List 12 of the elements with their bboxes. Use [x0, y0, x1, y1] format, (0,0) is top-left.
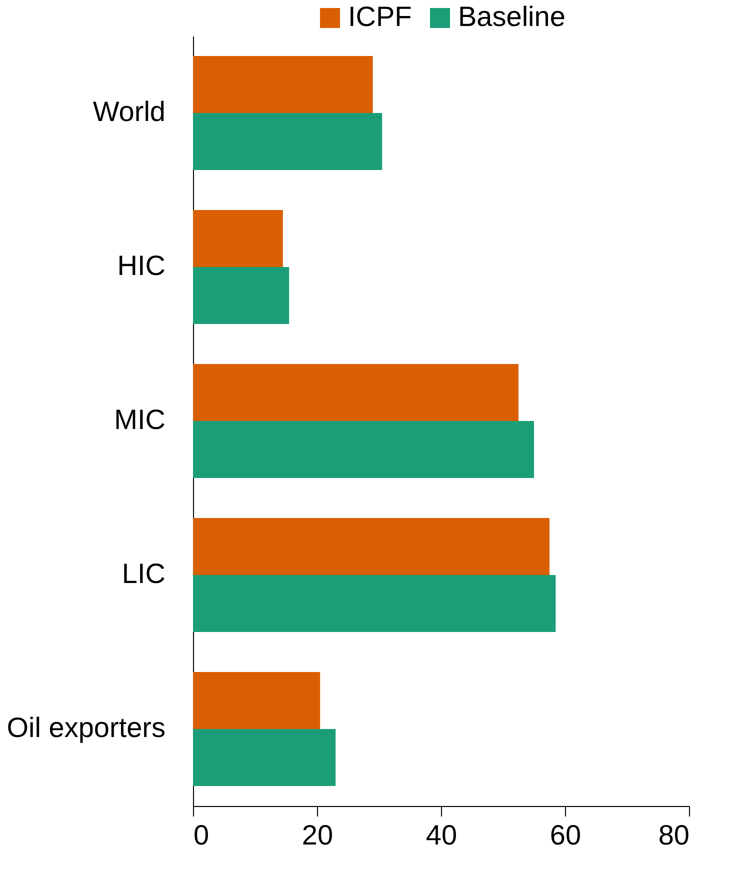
x-tick-label: 80	[658, 820, 690, 850]
x-tick-label: 20	[302, 820, 334, 850]
legend-label: Baseline	[458, 1, 566, 32]
x-tick-label: 40	[426, 820, 458, 850]
x-tick-label: 60	[550, 820, 582, 850]
y-tick-label: LIC	[122, 558, 166, 589]
y-tick-label: World	[92, 96, 166, 127]
x-tick-label: 0	[194, 820, 210, 850]
legend-label: ICPF	[348, 1, 412, 32]
y-tick-label: HIC	[117, 250, 166, 281]
y-tick-label: Oil exporters	[6, 712, 166, 743]
y-tick-label: MIC	[114, 404, 166, 435]
